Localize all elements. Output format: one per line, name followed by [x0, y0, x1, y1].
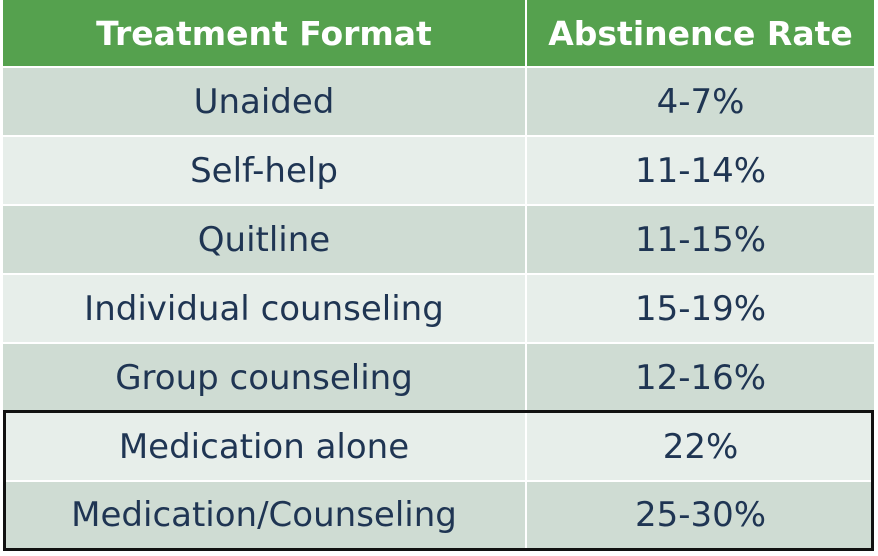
abstinence-rate-table: Treatment Format Abstinence Rate Unaided… — [3, 0, 874, 551]
abstinence-rate-cell: 11-15% — [527, 206, 874, 273]
table-row: Self-help 11-14% — [3, 137, 874, 204]
abstinence-rate-cell: 15-19% — [527, 275, 874, 342]
abstinence-rate-cell: 25-30% — [527, 482, 874, 548]
abstinence-rate-cell: 4-7% — [527, 68, 874, 135]
table-header-row: Treatment Format Abstinence Rate — [3, 0, 874, 66]
table-row: Unaided 4-7% — [3, 68, 874, 135]
treatment-format-cell: Medication/Counseling — [3, 482, 525, 548]
abstinence-rate-cell: 12-16% — [527, 344, 874, 411]
treatment-format-cell: Unaided — [3, 68, 525, 135]
header-treatment-format: Treatment Format — [3, 0, 525, 66]
header-abstinence-rate: Abstinence Rate — [527, 0, 874, 66]
abstinence-rate-cell: 11-14% — [527, 137, 874, 204]
treatment-format-cell: Individual counseling — [3, 275, 525, 342]
table-row: Medication/Counseling 25-30% — [3, 482, 874, 548]
table-row: Individual counseling 15-19% — [3, 275, 874, 342]
treatment-format-cell: Quitline — [3, 206, 525, 273]
treatment-format-cell: Group counseling — [3, 344, 525, 411]
abstinence-rate-cell: 22% — [527, 413, 874, 480]
table-row: Medication alone 22% — [3, 413, 874, 480]
treatment-format-cell: Medication alone — [3, 413, 525, 480]
table-row: Group counseling 12-16% — [3, 344, 874, 411]
table-row: Quitline 11-15% — [3, 206, 874, 273]
treatment-format-cell: Self-help — [3, 137, 525, 204]
